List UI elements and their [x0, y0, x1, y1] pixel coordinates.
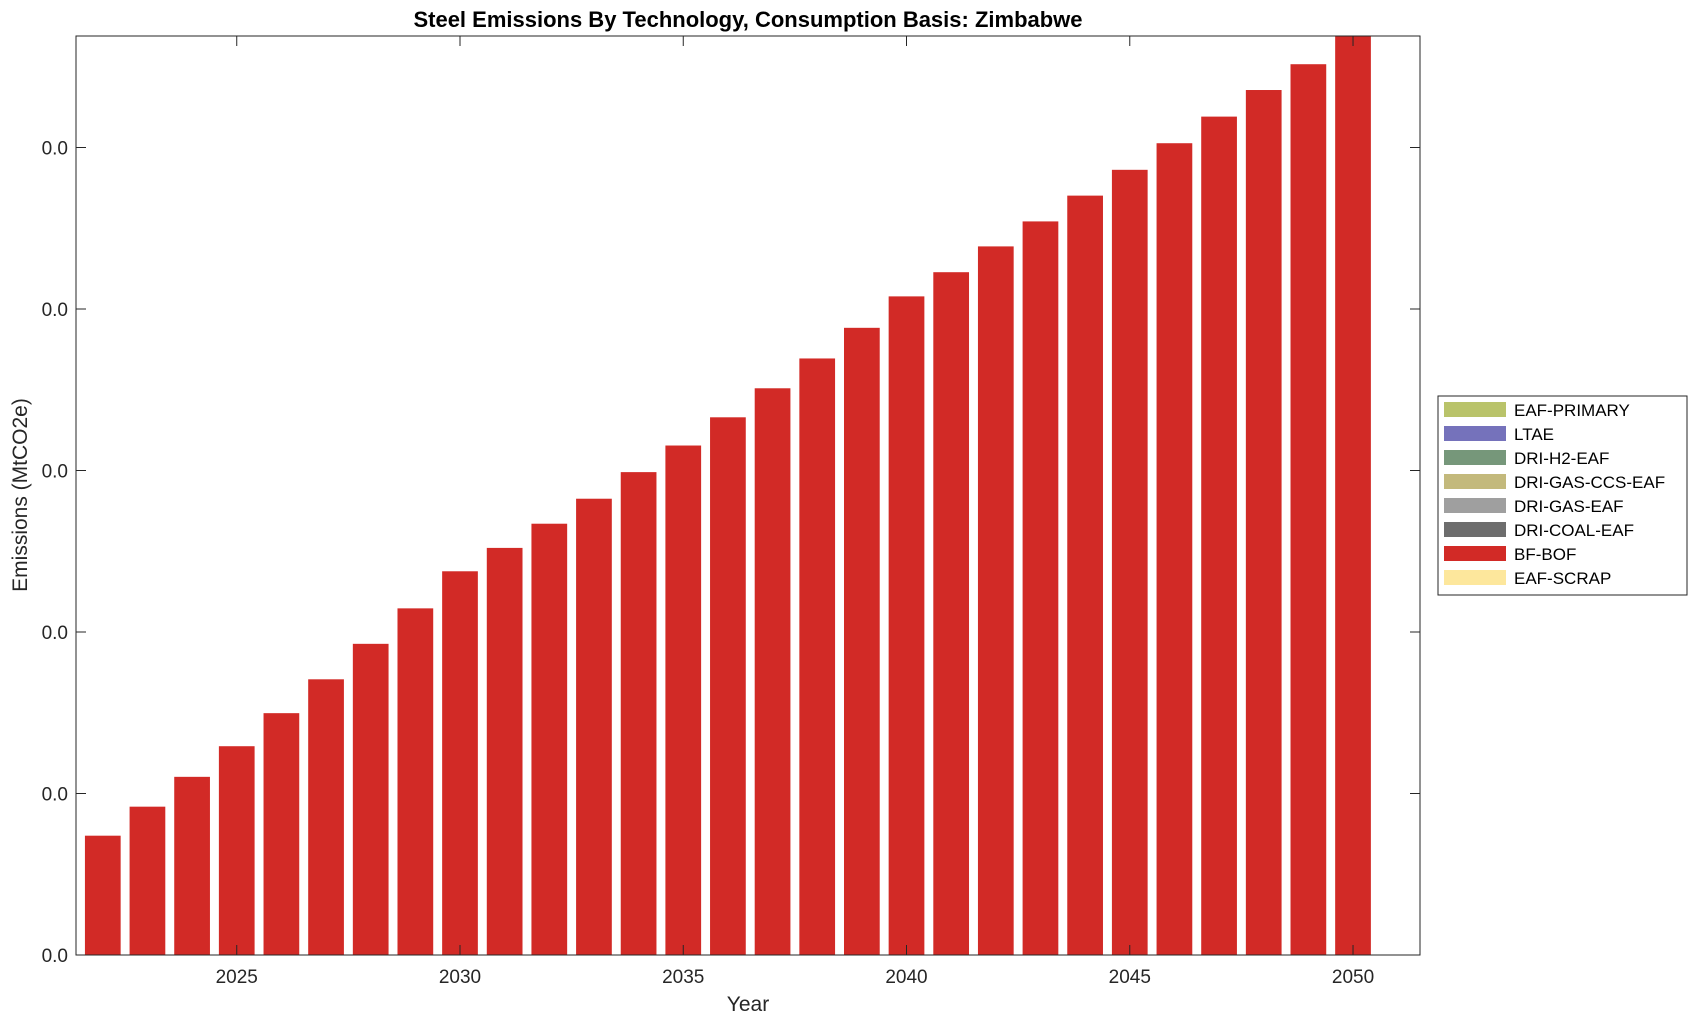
y-tick-label: 0.0: [42, 139, 68, 160]
bar-bf-bof-2036: [710, 417, 746, 955]
y-tick-label: 0.0: [42, 462, 68, 483]
bar-bf-bof-2033: [576, 498, 612, 955]
legend-swatch-eaf-scrap: [1444, 570, 1506, 585]
bar-bf-bof-2028: [352, 643, 389, 955]
legend-label-dri-coal-eaf: DRI-COAL-EAF: [1514, 521, 1634, 540]
bar-bf-bof-2035: [665, 445, 702, 955]
bar-bf-bof-2046: [1156, 143, 1193, 956]
bar-bf-bof-2040: [888, 296, 925, 955]
bar-bf-bof-2038: [799, 358, 836, 956]
x-tick-label: 2040: [885, 967, 927, 988]
x-axis-label: Year: [727, 993, 769, 1016]
x-tick-label: 2030: [439, 967, 481, 988]
legend-items: EAF-PRIMARY LTAE DRI-H2-EAF DRI-GAS-CCS-EAF…: [1444, 401, 1665, 588]
bar-bf-bof-2048: [1245, 90, 1282, 955]
chart-title: Steel Emissions By Technology, Consumpti…: [413, 7, 1082, 32]
bar-bf-bof-2025: [218, 746, 255, 955]
legend-label-eaf-scrap: EAF-SCRAP: [1514, 569, 1611, 588]
bar-bf-bof-2039: [844, 327, 880, 955]
legend-swatch-dri-h2-eaf: [1444, 450, 1506, 465]
bar-bf-bof-2041: [933, 272, 970, 955]
bar-bf-bof-2037: [754, 388, 791, 955]
legend-label-dri-gas-ccs-eaf: DRI-GAS-CCS-EAF: [1514, 473, 1665, 492]
legend-label-dri-h2-eaf: DRI-H2-EAF: [1514, 449, 1609, 468]
legend-swatch-dri-gas-ccs-eaf: [1444, 474, 1506, 489]
x-tick-label: 2035: [662, 967, 704, 988]
legend-label-eaf-primary: EAF-PRIMARY: [1514, 401, 1630, 420]
legend-swatch-bf-bof: [1444, 546, 1506, 561]
legend-swatch-dri-gas-eaf: [1444, 498, 1506, 513]
y-tick-label: 0.0: [42, 623, 68, 644]
x-tick-label: 2045: [1109, 967, 1151, 988]
bar-bf-bof-2022: [84, 835, 121, 955]
plot-frame: [75, 35, 1421, 956]
bar-bf-bof-2044: [1067, 195, 1103, 955]
bars-layer: [84, 36, 1371, 956]
legend-label-dri-gas-eaf: DRI-GAS-EAF: [1514, 497, 1624, 516]
bar-bf-bof-2047: [1201, 116, 1237, 956]
bar-bf-bof-2043: [1022, 221, 1059, 955]
bar-bf-bof-2031: [486, 547, 523, 955]
x-tick-label: 2050: [1332, 967, 1374, 988]
legend-swatch-dri-coal-eaf: [1444, 522, 1506, 537]
bar-bf-bof-2042: [977, 246, 1014, 955]
legend-label-bf-bof: BF-BOF: [1514, 545, 1576, 564]
y-axis-label: Emissions (MtCO2e): [9, 398, 32, 592]
legend-swatch-ltae: [1444, 426, 1506, 441]
bar-bf-bof-2026: [263, 713, 300, 955]
legend-swatch-eaf-primary: [1444, 402, 1506, 417]
bar-bf-bof-2049: [1290, 64, 1327, 955]
bar-bf-bof-2045: [1111, 169, 1148, 955]
y-tick-label: 0.0: [42, 946, 68, 967]
bar-bf-bof-2032: [531, 523, 568, 955]
bar-bf-bof-2034: [620, 472, 657, 955]
bar-bf-bof-2050: [1335, 36, 1371, 955]
legend: EAF-PRIMARY LTAE DRI-H2-EAF DRI-GAS-CCS-EAF…: [1437, 395, 1688, 596]
bar-bf-bof-2029: [397, 608, 434, 955]
y-tick-label: 0.0: [42, 785, 68, 806]
x-tick-label: 2025: [216, 967, 258, 988]
legend-box: [1437, 395, 1688, 596]
bar-bf-bof-2024: [174, 776, 210, 955]
bar-bf-bof-2023: [129, 806, 166, 955]
legend-label-ltae: LTAE: [1514, 425, 1554, 444]
bar-bf-bof-2030: [442, 571, 478, 955]
bar-bf-bof-2027: [308, 679, 344, 955]
y-tick-label: 0.0: [42, 300, 68, 321]
